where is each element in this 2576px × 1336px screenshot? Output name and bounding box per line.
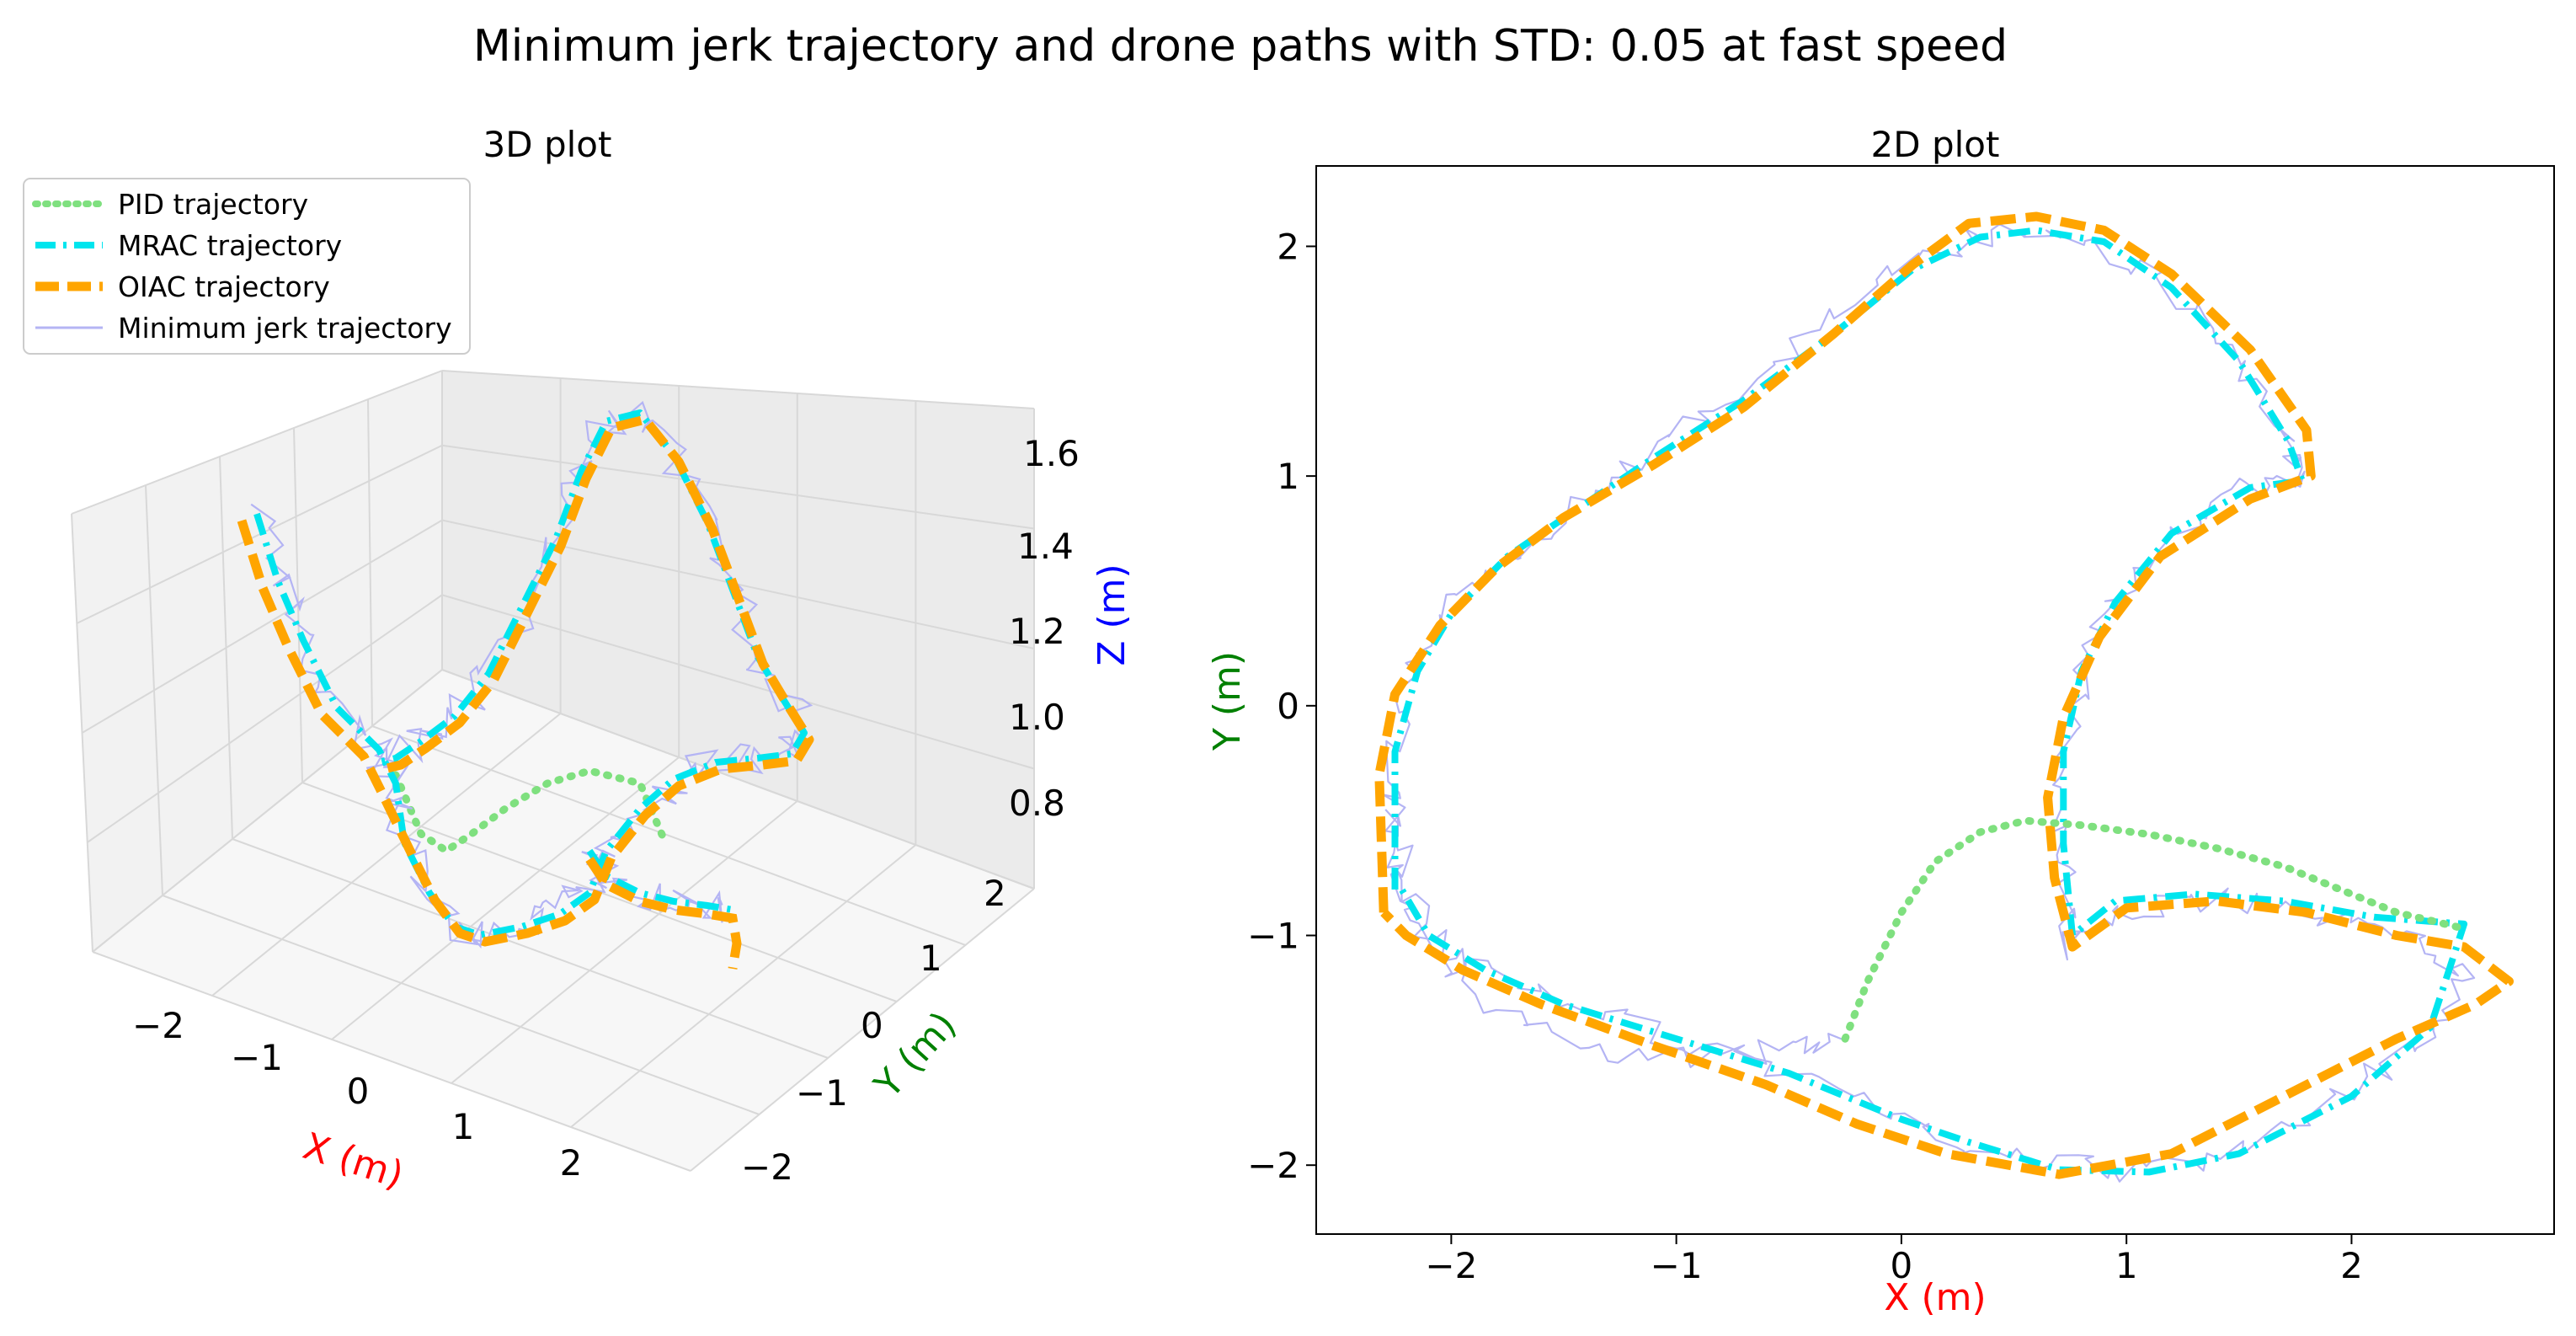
- grid-line: [441, 594, 1035, 770]
- grid-line: [690, 888, 1035, 1172]
- grid-line: [441, 370, 1035, 409]
- grid-line: [232, 838, 829, 1059]
- x-tick-label: −2: [132, 1005, 184, 1046]
- grid-line: [92, 669, 443, 953]
- z-tick-label: 1.4: [1017, 526, 1074, 567]
- y-tick-label: 2: [1277, 226, 1299, 267]
- x-tick-label: 1: [452, 1106, 475, 1147]
- x-tick-label: 2: [560, 1142, 583, 1184]
- y-tick-label: 1: [1277, 456, 1299, 497]
- x-tick-label: −2: [1425, 1245, 1477, 1286]
- series-pid: [1841, 816, 2468, 1043]
- figure-title: Minimum jerk trajectory and drone paths …: [473, 21, 2008, 72]
- grid-line: [371, 725, 966, 946]
- grid-line: [441, 444, 1035, 530]
- series-minjerk: [1382, 223, 2476, 1183]
- x-tick-label: −1: [1651, 1245, 1703, 1286]
- subplot-2d-title: 2D plot: [1871, 124, 2000, 165]
- x-tick-label: 2: [2340, 1245, 2363, 1286]
- grid-line: [570, 844, 917, 1128]
- series-3d-mrac: [253, 409, 808, 938]
- y-tick-label: 2: [984, 873, 1006, 914]
- grid-line: [87, 594, 443, 843]
- pane-left: [72, 371, 442, 952]
- series-3d-oiac-b: [585, 856, 742, 970]
- x-tick-label: 0: [347, 1071, 370, 1112]
- grid-line: [71, 370, 443, 515]
- x-axis-label-3d: X (m): [298, 1125, 408, 1197]
- legend-label-mrac: MRAC trajectory: [118, 229, 342, 262]
- y-tick-label: −1: [796, 1072, 848, 1114]
- series-oiac: [1374, 211, 2514, 1179]
- z-tick-label: 1.6: [1023, 433, 1080, 474]
- series-3d-mrac-b: [586, 848, 733, 913]
- z-tick-label: 1.0: [1009, 697, 1065, 738]
- y-tick-label: 0: [1277, 686, 1299, 727]
- pane-back: [442, 371, 1034, 889]
- grid-line: [76, 444, 443, 624]
- z-tick-label: 1.2: [1009, 611, 1065, 652]
- subplot-3d: 3D plot −2 −1 0 1 2 X (m) −2 −1 0 1 2 Y …: [23, 124, 1133, 1197]
- subplot-3d-title: 3D plot: [483, 124, 612, 165]
- series-2d: [1374, 211, 2514, 1183]
- x-axis-label-2d: X (m): [1884, 1276, 1986, 1319]
- x-tick-label: 0: [1891, 1245, 1913, 1286]
- y-tick-label: 1: [920, 938, 942, 979]
- y-tick-label: 0: [861, 1005, 883, 1046]
- z-axis-3d: 0.8 1.0 1.2 1.4 1.6 Z (m): [1009, 433, 1133, 824]
- grid-line: [441, 669, 1035, 890]
- grid-line: [451, 800, 798, 1084]
- subplot-2d: 2D plot −2 −1 0 1 2 −2 −1 0 1 2 X (m) Y (m): [1206, 124, 2555, 1319]
- grid-line: [92, 951, 691, 1172]
- legend-label-minjerk: Minimum jerk trajectory: [118, 312, 452, 345]
- grid-line: [162, 895, 760, 1115]
- grid-line: [81, 519, 443, 734]
- series-mrac: [1391, 227, 2468, 1176]
- y-tick-label: −1: [1247, 916, 1299, 957]
- y-axis-label-2d: Y (m): [1206, 651, 1249, 751]
- z-tick-label: 0.8: [1009, 783, 1065, 824]
- grid-line: [331, 756, 680, 1040]
- plot-area-2d: [1315, 165, 2555, 1235]
- series-3d-pid: [392, 767, 669, 856]
- ticks-2d: −2 −1 0 1 2 −2 −1 0 1 2: [1247, 226, 2363, 1286]
- y-tick-label: −2: [1247, 1145, 1299, 1186]
- x-tick-label: −1: [231, 1037, 283, 1078]
- legend-label-pid: PID trajectory: [118, 188, 308, 221]
- y-tick-label: −2: [741, 1146, 793, 1188]
- legend: PID trajectory MRAC trajectory OIAC traj…: [23, 178, 471, 355]
- trajectories-3d: [237, 400, 814, 970]
- z-axis-label-3d: Z (m): [1091, 564, 1133, 665]
- x-tick-label: 1: [2115, 1245, 2138, 1286]
- series-3d-oiac: [237, 414, 814, 947]
- legend-frame: [23, 178, 471, 355]
- grid-line: [211, 713, 562, 997]
- legend-label-oiac: OIAC trajectory: [118, 270, 330, 303]
